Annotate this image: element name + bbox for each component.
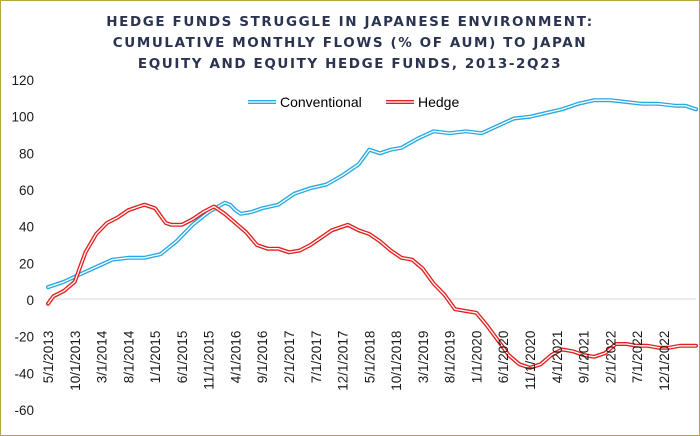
- x-tick-label: 4/1/2021: [550, 331, 565, 384]
- chart-title-line-3: EQUITY AND EQUITY HEDGE FUNDS, 2013-2Q23: [137, 56, 563, 72]
- x-tick-label: 5/1/2013: [41, 331, 56, 384]
- x-tick-label: 9/1/2021: [577, 331, 592, 384]
- x-tick-label: 11/1/2020: [523, 331, 538, 390]
- y-tick-label: -40: [14, 366, 34, 381]
- y-axis: -60 -40 -20 0 20 40 60 80 100 120: [11, 73, 34, 418]
- x-tick-label: 12/1/2017: [336, 331, 351, 391]
- series-line-hedge-inner: [47, 204, 697, 369]
- x-tick-label: 7/1/2022: [630, 331, 645, 384]
- x-tick-label: 6/1/2020: [496, 331, 511, 384]
- x-tick-label: 10/1/2013: [68, 331, 83, 391]
- y-tick-label: 0: [26, 293, 34, 308]
- series-lines: [46, 98, 698, 370]
- chart-title-line-2: CUMULATIVE MONTHLY FLOWS (% OF AUM) TO J…: [112, 35, 588, 51]
- x-tick-label: 11/1/2015: [202, 331, 217, 390]
- x-tick-label: 1/1/2015: [148, 331, 163, 384]
- x-tick-label: 4/1/2016: [228, 331, 243, 384]
- series-line-conventional: [46, 98, 698, 290]
- x-tick-label: 9/1/2016: [255, 331, 270, 384]
- legend-label-conventional: Conventional: [280, 94, 362, 110]
- y-tick-label: 40: [19, 220, 34, 235]
- y-tick-label: -20: [14, 330, 34, 345]
- y-tick-label: 80: [19, 146, 34, 161]
- x-tick-label: 6/1/2015: [175, 331, 190, 384]
- series-line-conventional-inner: [47, 99, 697, 288]
- x-tick-label: 3/1/2019: [416, 331, 431, 384]
- y-tick-label: 60: [19, 183, 34, 198]
- x-tick-label: 3/1/2014: [95, 330, 110, 383]
- x-tick-label: 8/1/2019: [443, 331, 458, 384]
- x-tick-label: 10/1/2018: [389, 331, 404, 391]
- y-tick-label: 100: [11, 110, 34, 125]
- x-tick-label: 1/1/2020: [469, 331, 484, 384]
- x-tick-label: 8/1/2014: [121, 330, 136, 383]
- x-tick-label: 12/1/2022: [657, 331, 672, 391]
- y-tick-label: 120: [11, 73, 34, 88]
- x-tick-label: 7/1/2017: [309, 331, 324, 384]
- y-tick-label: 20: [19, 256, 34, 271]
- legend-label-hedge: Hedge: [418, 94, 459, 110]
- chart-title-line-1: HEDGE FUNDS STRUGGLE IN JAPANESE ENVIRON…: [106, 14, 594, 30]
- x-tick-label: 5/1/2018: [362, 331, 377, 384]
- x-axis: 5/1/2013 10/1/2013 3/1/2014 8/1/2014 1/1/201…: [41, 330, 672, 391]
- y-tick-label: -60: [14, 403, 34, 418]
- legend: Conventional Hedge: [248, 94, 459, 110]
- x-tick-label: 2/1/2022: [603, 331, 618, 384]
- chart-title: HEDGE FUNDS STRUGGLE IN JAPANESE ENVIRON…: [0, 12, 700, 75]
- x-tick-label: 2/1/2017: [282, 331, 297, 384]
